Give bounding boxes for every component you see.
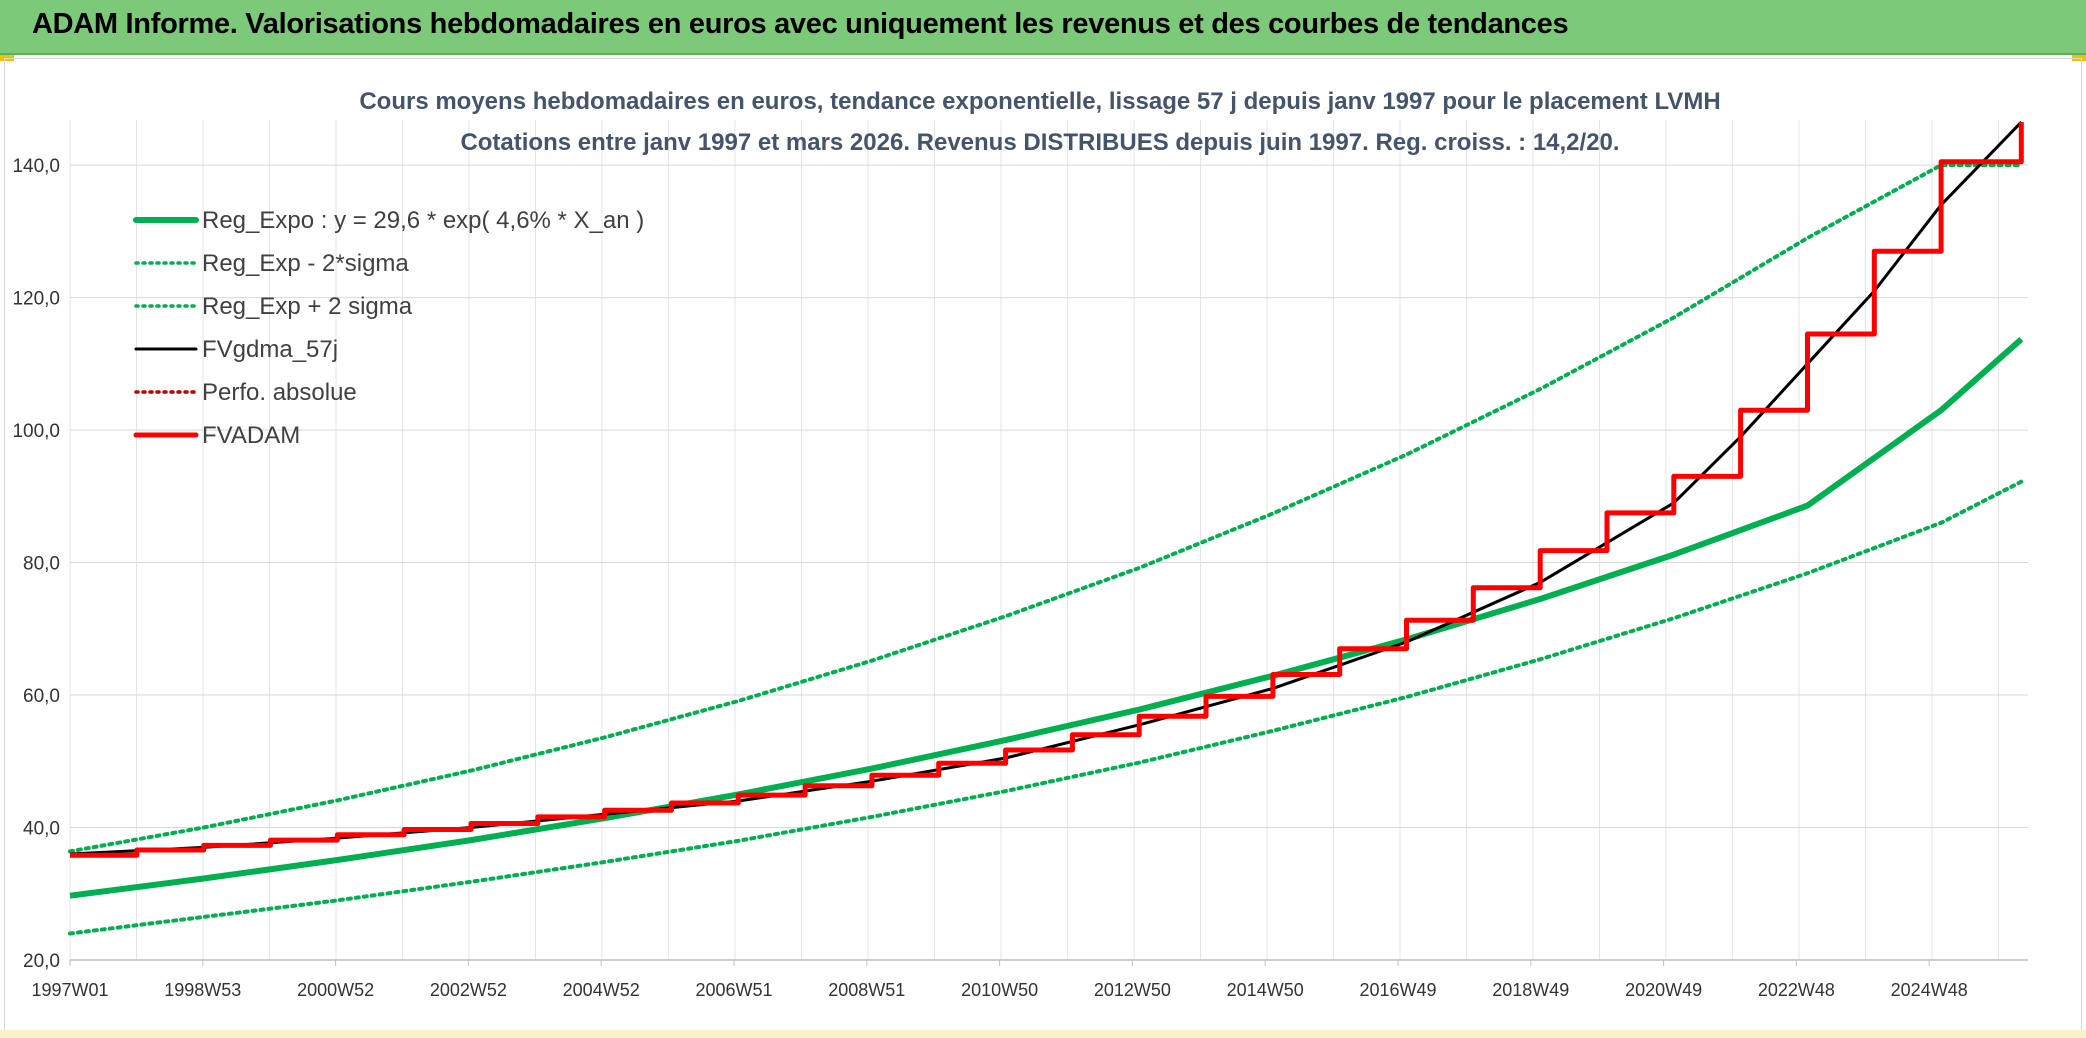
- x-tick-label: 2006W51: [695, 980, 772, 1000]
- x-tick-label: 2024W48: [1891, 980, 1968, 1000]
- x-tick-label: 2008W51: [828, 980, 905, 1000]
- x-tick-label: 1997W01: [31, 980, 108, 1000]
- legend-label: Reg_Exp + 2 sigma: [202, 293, 413, 320]
- banner: ADAM Informe. Valorisations hebdomadaire…: [0, 0, 2086, 55]
- x-tick-label: 2018W49: [1492, 980, 1569, 1000]
- series-layer: [68, 121, 2024, 936]
- banner-title: ADAM Informe. Valorisations hebdomadaire…: [32, 8, 1569, 40]
- legend-label: Reg_Expo : y = 29,6 * exp( 4,6% * X_an ): [202, 207, 644, 234]
- series-line-0: [69, 337, 2024, 899]
- y-tick-label: 20,0: [23, 951, 60, 972]
- chart-title: Cours moyens hebdomadaires en euros, ten…: [359, 88, 1720, 115]
- x-tick-label: 2000W52: [297, 980, 374, 1000]
- series-line-5: [70, 122, 2024, 858]
- y-tick-label: 140,0: [12, 156, 60, 177]
- y-tick-label: 60,0: [23, 686, 60, 707]
- legend-label: FVADAM: [202, 422, 300, 449]
- legend-label: Perfo. absolue: [202, 379, 357, 406]
- x-tick-label: 2012W50: [1094, 980, 1171, 1000]
- bottom-strip: [0, 1030, 2086, 1038]
- legend-label: Reg_Exp - 2*sigma: [202, 250, 409, 277]
- y-tick-label: 100,0: [12, 421, 60, 442]
- x-tick-label: 2004W52: [563, 980, 640, 1000]
- x-tick-label: 2002W52: [430, 980, 507, 1000]
- chart-subtitle: Cotations entre janv 1997 et mars 2026. …: [460, 129, 1619, 156]
- y-tick-label: 40,0: [23, 819, 60, 840]
- series-line-1: [68, 479, 2024, 936]
- y-tick-label: 80,0: [23, 554, 60, 575]
- x-tick-label: 2022W48: [1758, 980, 1835, 1000]
- series-line-2: [68, 163, 2024, 854]
- x-tick-label: 1998W53: [164, 980, 241, 1000]
- axes: 20,0 40,0 60,0 80,0 100,0 120,0 140,0 1997W01 19…: [12, 156, 2028, 1000]
- x-tick-label: 2020W49: [1625, 980, 1702, 1000]
- x-tick-label: 2014W50: [1227, 980, 1304, 1000]
- y-tick-label: 120,0: [12, 289, 60, 310]
- legend: Reg_Expo : y = 29,6 * exp( 4,6% * X_an )…: [133, 207, 644, 449]
- x-tick-label: 2016W49: [1359, 980, 1436, 1000]
- x-tick-label: 2010W50: [961, 980, 1038, 1000]
- legend-label: FVgdma_57j: [202, 336, 338, 363]
